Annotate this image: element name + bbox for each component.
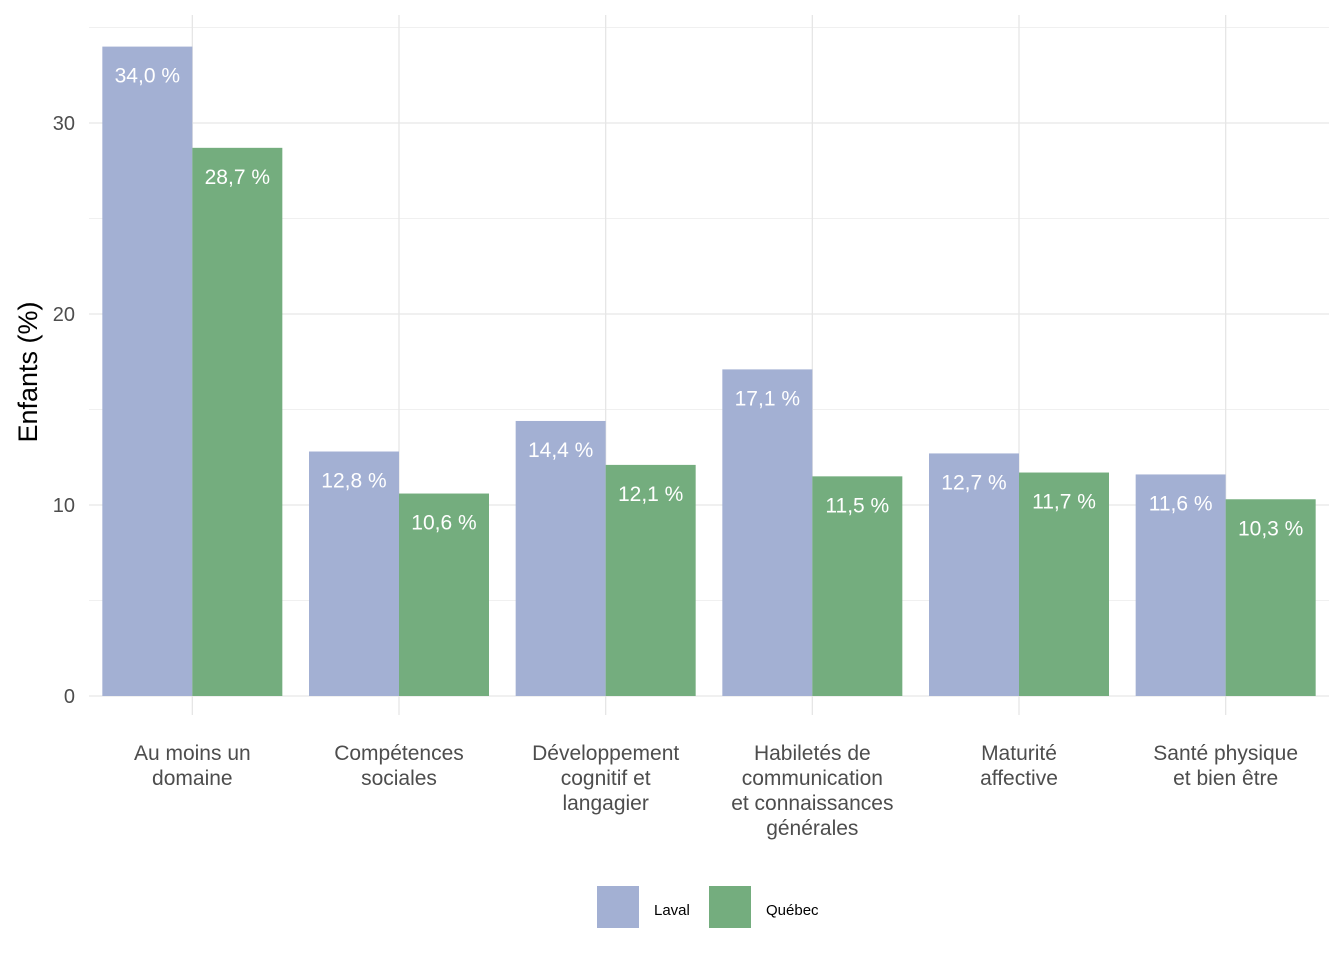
x-tick-label: Compétences sociales — [334, 742, 464, 790]
bar-qubec — [1019, 472, 1109, 696]
x-tick-label: Maturité affective — [980, 742, 1058, 790]
data-label: 28,7 % — [205, 166, 270, 189]
data-label: 17,1 % — [735, 387, 800, 410]
x-axis: Au moins un domaine Compétences sociales Dév… — [134, 742, 1298, 840]
x-tick-label: Santé physique et bien être — [1153, 742, 1298, 790]
x-tick-label: Au moins un domaine — [134, 742, 251, 790]
data-label: 10,3 % — [1238, 517, 1303, 540]
legend-key-quebec — [709, 886, 751, 928]
data-label: 12,8 % — [321, 470, 386, 493]
y-tick-label: 0 — [64, 686, 75, 708]
y-tick-label: 10 — [53, 495, 75, 517]
data-label: 11,5 % — [825, 494, 889, 517]
x-tick-label: Habiletés de communication et connaissance… — [731, 742, 893, 840]
data-label: 12,7 % — [941, 471, 1006, 494]
y-axis-label: Enfants (%) — [13, 301, 43, 442]
data-label: 34,0 % — [115, 65, 180, 88]
y-tick-label: 30 — [53, 113, 75, 135]
y-axis: 0 10 20 30 — [53, 113, 75, 708]
bars: 34,0 % 28,7 % 12,8 % 10,6 % 14,4 % 12,1 % 17,1… — [102, 46, 1316, 697]
data-label: 10,6 % — [411, 512, 476, 535]
bar-qubec — [192, 147, 283, 696]
bar-laval — [1135, 474, 1226, 696]
data-label: 11,6 % — [1149, 492, 1213, 515]
legend-key-laval — [597, 886, 639, 928]
bar-laval — [102, 46, 193, 697]
bar-qubec — [812, 476, 903, 696]
data-label: 14,4 % — [528, 439, 593, 462]
bar-qubec — [399, 493, 489, 696]
legend-label: Québec — [766, 902, 819, 919]
y-tick-label: 20 — [53, 304, 75, 326]
bar-laval — [309, 451, 399, 696]
legend: Laval Québec — [597, 886, 819, 928]
bar-qubec — [1225, 499, 1316, 696]
bar-laval — [722, 369, 813, 696]
data-label: 12,1 % — [618, 483, 683, 506]
bar-laval — [929, 453, 1019, 696]
x-tick-label: Développement cognitif et langagier — [532, 742, 679, 815]
bar-laval — [515, 420, 606, 696]
bar-qubec — [605, 464, 696, 696]
legend-label: Laval — [654, 902, 690, 919]
data-label: 11,7 % — [1032, 491, 1096, 514]
